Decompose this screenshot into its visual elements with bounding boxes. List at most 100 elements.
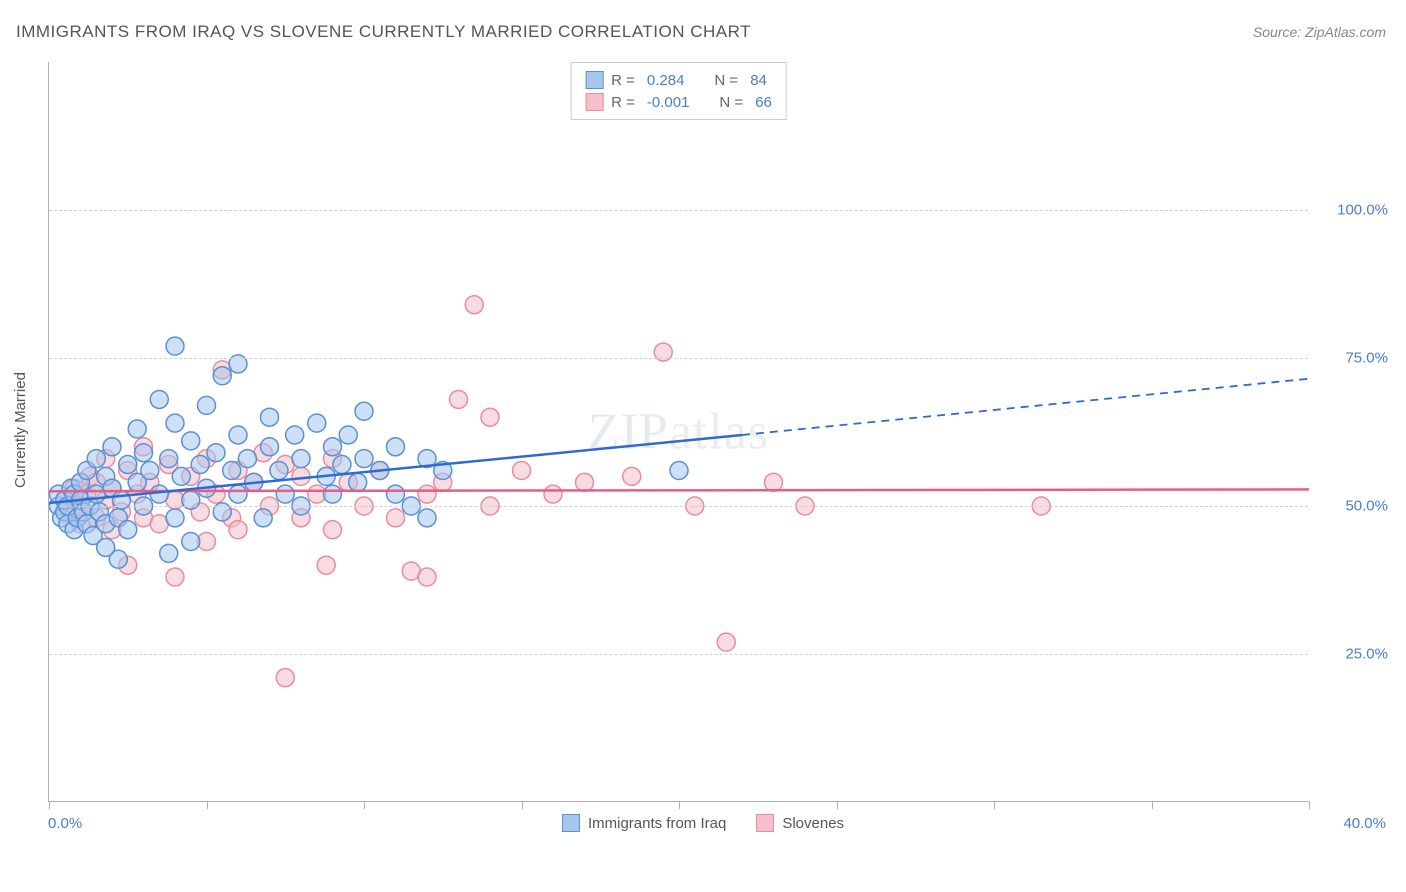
scatter-point [150,485,168,503]
x-tick [364,801,365,809]
scatter-point [292,467,310,485]
scatter-point [418,509,436,527]
n-value-iraq: 84 [750,72,767,89]
scatter-point [166,509,184,527]
scatter-point [324,521,342,539]
trend-line-iraq-extrapolated [742,379,1309,435]
legend-item-slovene: Slovenes [756,814,844,832]
scatter-point [97,538,115,556]
scatter-point [450,390,468,408]
legend-label-slovene: Slovenes [782,815,844,832]
chart-title: IMMIGRANTS FROM IRAQ VS SLOVENE CURRENTL… [16,22,751,42]
scatter-point [670,461,688,479]
scatter-point [481,408,499,426]
scatter-point [544,485,562,503]
scatter-point [213,367,231,385]
scatter-point [223,461,241,479]
scatter-point [387,438,405,456]
n-label: N = [719,94,743,111]
scatter-point [135,444,153,462]
scatter-point [182,432,200,450]
plot-area: R = 0.284 N = 84 R = -0.001 N = 66 ZIPat… [48,62,1308,802]
n-label: N = [714,72,738,89]
scatter-point [286,426,304,444]
x-tick [837,801,838,809]
series-legend: Immigrants from Iraq Slovenes [562,814,844,832]
scatter-point [270,461,288,479]
scatter-point [238,450,256,468]
scatter-point [87,450,105,468]
scatter-point [160,544,178,562]
scatter-point [349,473,367,491]
scatter-point [229,521,247,539]
scatter-point [276,485,294,503]
scatter-point [576,473,594,491]
swatch-slovene-icon [585,93,603,111]
scatter-point [339,426,357,444]
scatter-point [229,485,247,503]
scatter-point [198,396,216,414]
scatter-point [150,390,168,408]
scatter-point [465,296,483,314]
x-axis-min-label: 0.0% [48,815,82,832]
x-tick [994,801,995,809]
scatter-point [160,450,178,468]
scatter-point [387,485,405,503]
scatter-point [387,509,405,527]
scatter-point [207,444,225,462]
scatter-point [513,461,531,479]
gridline [49,654,1308,655]
scatter-point [166,568,184,586]
chart-svg [49,62,1308,801]
swatch-iraq-icon [585,71,603,89]
scatter-point [191,456,209,474]
scatter-point [765,473,783,491]
scatter-point [333,456,351,474]
scatter-point [166,414,184,432]
x-tick [1152,801,1153,809]
scatter-point [418,485,436,503]
legend-row-slovene: R = -0.001 N = 66 [585,91,772,113]
scatter-point [261,438,279,456]
scatter-point [128,420,146,438]
scatter-point [141,461,159,479]
x-axis-max-label: 40.0% [1343,815,1386,832]
chart-container: IMMIGRANTS FROM IRAQ VS SLOVENE CURRENTL… [0,0,1406,892]
source-attribution: Source: ZipAtlas.com [1253,24,1386,40]
scatter-point [103,438,121,456]
scatter-point [317,556,335,574]
legend-item-iraq: Immigrants from Iraq [562,814,726,832]
scatter-point [324,438,342,456]
scatter-point [172,467,190,485]
scatter-point [254,509,272,527]
x-tick [207,801,208,809]
x-tick [1309,801,1310,809]
y-tick-label: 100.0% [1318,202,1388,219]
y-tick-label: 50.0% [1318,498,1388,515]
r-value-slovene: -0.001 [647,94,690,111]
scatter-point [623,467,641,485]
trend-line-slovene [49,489,1309,491]
scatter-point [166,337,184,355]
scatter-point [355,402,373,420]
scatter-point [717,633,735,651]
scatter-point [229,426,247,444]
y-tick-label: 25.0% [1318,646,1388,663]
scatter-point [119,521,137,539]
scatter-point [261,408,279,426]
y-axis-title: Currently Married [12,372,29,488]
r-label: R = [611,72,635,89]
scatter-point [182,533,200,551]
x-tick [679,801,680,809]
gridline [49,210,1308,211]
x-tick [49,801,50,809]
r-value-iraq: 0.284 [647,72,685,89]
scatter-point [292,450,310,468]
gridline [49,506,1308,507]
swatch-slovene-icon [756,814,774,832]
correlation-legend: R = 0.284 N = 84 R = -0.001 N = 66 [570,62,787,120]
gridline [49,358,1308,359]
legend-row-iraq: R = 0.284 N = 84 [585,69,772,91]
scatter-point [308,414,326,432]
scatter-point [324,485,342,503]
